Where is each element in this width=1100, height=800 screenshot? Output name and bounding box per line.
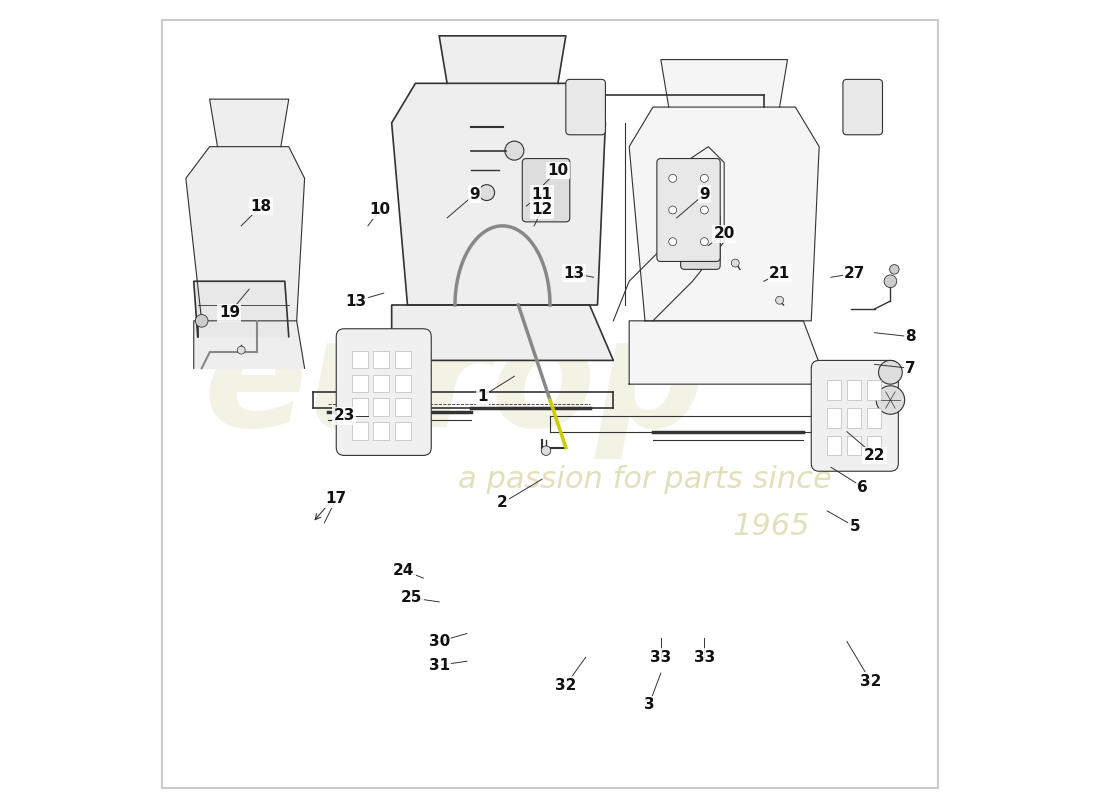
- Text: 33: 33: [650, 650, 671, 665]
- Bar: [847, 436, 861, 455]
- Bar: [352, 374, 367, 392]
- Text: 21: 21: [769, 266, 790, 281]
- FancyBboxPatch shape: [522, 158, 570, 222]
- Circle shape: [877, 386, 904, 414]
- Text: 2: 2: [497, 495, 508, 510]
- Bar: [847, 408, 861, 428]
- Text: 19: 19: [219, 306, 240, 321]
- Bar: [374, 422, 389, 439]
- FancyBboxPatch shape: [812, 361, 899, 471]
- Circle shape: [879, 361, 902, 384]
- Polygon shape: [392, 305, 614, 361]
- Text: 27: 27: [844, 266, 866, 281]
- Bar: [395, 422, 410, 439]
- Text: 9: 9: [700, 186, 710, 202]
- Circle shape: [196, 314, 208, 327]
- Bar: [867, 408, 881, 428]
- Bar: [352, 398, 367, 416]
- Polygon shape: [661, 59, 788, 107]
- Circle shape: [238, 346, 245, 354]
- Text: 3: 3: [644, 698, 654, 712]
- Text: 10: 10: [548, 163, 569, 178]
- Polygon shape: [392, 83, 605, 305]
- Bar: [827, 436, 842, 455]
- Circle shape: [669, 206, 676, 214]
- Circle shape: [884, 275, 896, 287]
- Circle shape: [669, 238, 676, 246]
- Polygon shape: [210, 99, 289, 146]
- Polygon shape: [629, 321, 827, 384]
- Text: 13: 13: [563, 266, 584, 281]
- Text: europ: europ: [204, 310, 706, 458]
- Bar: [374, 351, 389, 368]
- Text: 13: 13: [345, 294, 366, 309]
- Bar: [395, 398, 410, 416]
- Text: 20: 20: [714, 226, 735, 242]
- Text: 11: 11: [531, 186, 552, 202]
- Text: 10: 10: [370, 202, 390, 218]
- FancyBboxPatch shape: [681, 214, 720, 270]
- Bar: [867, 380, 881, 400]
- Bar: [374, 374, 389, 392]
- Bar: [352, 351, 367, 368]
- FancyBboxPatch shape: [565, 79, 605, 134]
- FancyBboxPatch shape: [843, 79, 882, 134]
- Bar: [395, 374, 410, 392]
- Text: 5: 5: [849, 519, 860, 534]
- Text: 30: 30: [429, 634, 450, 649]
- Text: a passion for parts since: a passion for parts since: [458, 465, 832, 494]
- Text: 12: 12: [531, 202, 552, 218]
- Circle shape: [890, 265, 899, 274]
- Polygon shape: [629, 107, 820, 321]
- Text: 31: 31: [429, 658, 450, 673]
- Circle shape: [701, 238, 708, 246]
- Text: 8: 8: [905, 329, 915, 344]
- FancyBboxPatch shape: [657, 158, 720, 262]
- Bar: [827, 408, 842, 428]
- Bar: [374, 398, 389, 416]
- Text: 25: 25: [400, 590, 422, 606]
- Text: 24: 24: [393, 562, 415, 578]
- Text: 1965: 1965: [733, 512, 811, 541]
- Text: 23: 23: [333, 408, 355, 423]
- Polygon shape: [439, 36, 565, 83]
- Bar: [867, 436, 881, 455]
- Text: 9: 9: [470, 186, 480, 202]
- Circle shape: [776, 296, 783, 304]
- Circle shape: [701, 174, 708, 182]
- Bar: [352, 422, 367, 439]
- Polygon shape: [194, 321, 305, 368]
- Polygon shape: [194, 282, 289, 337]
- Circle shape: [701, 206, 708, 214]
- Text: 18: 18: [251, 198, 272, 214]
- Text: 7: 7: [905, 361, 915, 376]
- Bar: [827, 380, 842, 400]
- Circle shape: [478, 185, 495, 201]
- Text: 17: 17: [326, 491, 346, 506]
- Bar: [847, 380, 861, 400]
- Text: 1: 1: [477, 389, 488, 403]
- Circle shape: [732, 259, 739, 267]
- Text: 22: 22: [864, 448, 886, 463]
- Circle shape: [669, 174, 676, 182]
- Text: 6: 6: [857, 479, 868, 494]
- Bar: [395, 351, 410, 368]
- Text: 32: 32: [556, 678, 576, 693]
- Text: 33: 33: [694, 650, 715, 665]
- Text: 32: 32: [860, 674, 881, 689]
- FancyBboxPatch shape: [337, 329, 431, 455]
- Polygon shape: [186, 146, 305, 321]
- Circle shape: [541, 446, 551, 455]
- Circle shape: [505, 141, 524, 160]
